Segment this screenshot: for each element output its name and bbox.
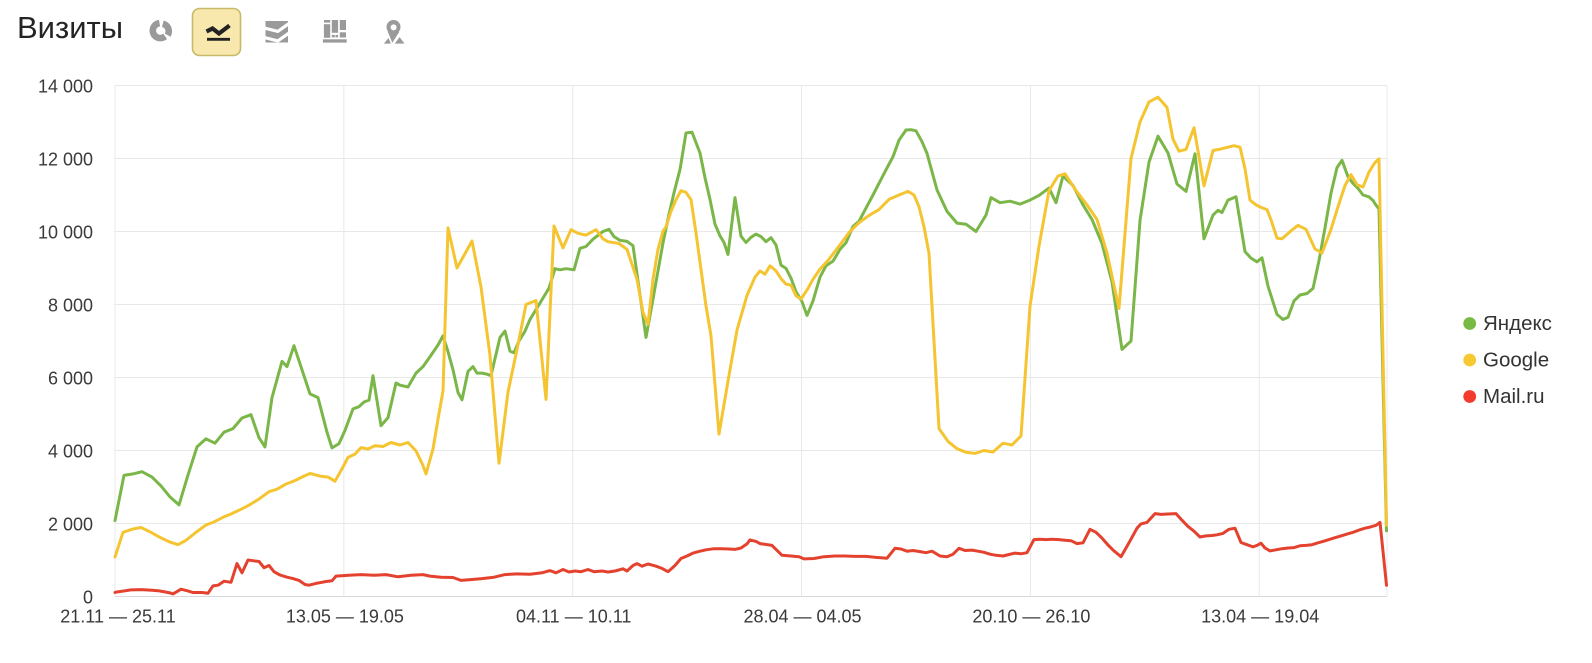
svg-text:13.04 — 19.04: 13.04 — 19.04 [1201, 606, 1319, 626]
svg-text:0: 0 [83, 588, 93, 608]
svg-text:12 000: 12 000 [38, 150, 93, 170]
svg-text:Визиты: Визиты [17, 10, 123, 45]
svg-text:04.11 — 10.11: 04.11 — 10.11 [516, 606, 631, 626]
svg-text:28.04 — 04.05: 28.04 — 04.05 [743, 606, 861, 626]
svg-text:14 000: 14 000 [38, 77, 93, 97]
svg-text:Google: Google [1483, 349, 1549, 372]
svg-text:6 000: 6 000 [48, 369, 93, 389]
svg-text:21.11 — 25.11: 21.11 — 25.11 [60, 606, 175, 626]
svg-text:4 000: 4 000 [48, 442, 93, 462]
svg-text:Mail.ru: Mail.ru [1483, 385, 1545, 408]
svg-text:20.10 — 26.10: 20.10 — 26.10 [972, 606, 1090, 626]
svg-text:Яндекс: Яндекс [1483, 312, 1552, 335]
svg-text:8 000: 8 000 [48, 296, 93, 316]
svg-text:13.05 — 19.05: 13.05 — 19.05 [286, 606, 404, 626]
svg-text:2 000: 2 000 [48, 515, 93, 535]
svg-text:10 000: 10 000 [38, 223, 93, 243]
